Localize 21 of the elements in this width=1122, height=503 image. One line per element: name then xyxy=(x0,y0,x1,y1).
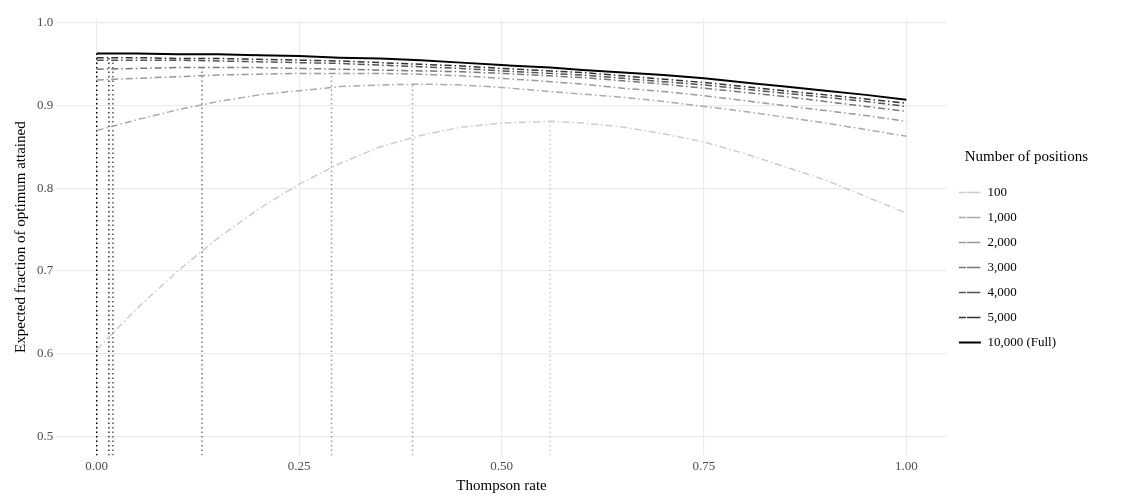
legend-label: 3,000 xyxy=(987,258,1017,274)
y-tick-label: 0.7 xyxy=(37,262,54,278)
x-tick-label: 0.00 xyxy=(85,457,109,473)
x-axis-title: Thompson rate xyxy=(456,476,548,493)
y-tick-label: 0.9 xyxy=(37,97,54,113)
y-tick-label: 1.0 xyxy=(37,14,54,30)
legend-label: 1,000 xyxy=(987,208,1017,224)
legend-title: Number of positions xyxy=(964,148,1089,165)
legend-label: 10,000 (Full) xyxy=(987,333,1057,349)
y-tick-label: 0.6 xyxy=(37,345,54,361)
legend-label: 4,000 xyxy=(987,283,1017,299)
legend-label: 2,000 xyxy=(987,233,1017,249)
y-tick-label: 0.8 xyxy=(37,179,54,195)
legend-label: 5,000 xyxy=(987,308,1017,324)
x-tick-label: 0.25 xyxy=(287,457,311,473)
x-tick-label: 0.75 xyxy=(692,457,716,473)
x-tick-label: 0.50 xyxy=(490,457,513,473)
y-axis-title: Expected fraction of optimum attained xyxy=(11,120,28,353)
y-tick-label: 0.5 xyxy=(37,427,54,443)
legend-label: 100 xyxy=(987,183,1007,199)
x-tick-label: 1.00 xyxy=(895,457,918,473)
